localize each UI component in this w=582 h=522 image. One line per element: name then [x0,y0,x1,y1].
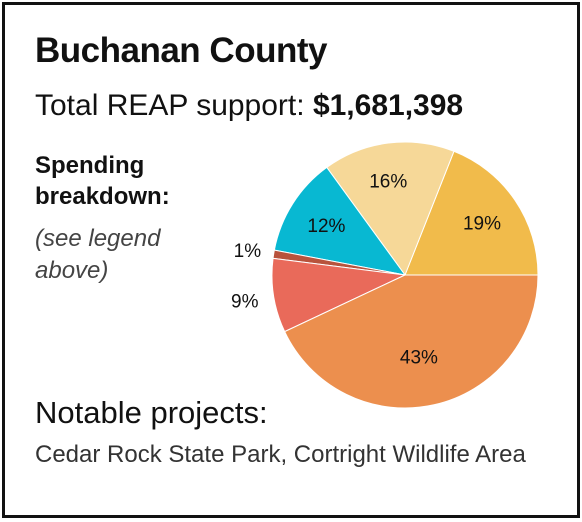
pie-label-19pct: 19% [463,214,501,235]
pie-slice-43pct [283,274,539,409]
projects-heading: Notable projects: [35,395,268,430]
spending-pie-chart: 19% 16% 12% 1% 9% 43% [231,141,539,409]
pie-slices [271,141,539,409]
spending-heading: Spending breakdown: [35,152,170,210]
total-support-label: Total REAP support: [35,89,313,122]
pie-label-43pct: 43% [400,347,438,368]
pie-label-1pct: 1% [234,241,262,262]
pie-labels: 19% 16% 12% 1% 9% 43% [231,172,501,369]
projects-text: Cedar Rock State Park, Cortright Wildlif… [35,441,526,468]
total-support: Total REAP support: $1,681,398 [35,89,463,123]
pie-slice-19pct [404,150,539,276]
spending-note: (see legend above) [35,225,161,284]
county-title: Buchanan County [35,31,327,70]
pie-label-12pct: 12% [307,216,345,237]
pie-slice-16pct [326,141,455,277]
pie-slice-12pct [273,166,407,276]
pie-label-16pct: 16% [369,172,407,193]
total-support-value: $1,681,398 [312,89,464,122]
pie-label-9pct: 9% [231,291,259,312]
